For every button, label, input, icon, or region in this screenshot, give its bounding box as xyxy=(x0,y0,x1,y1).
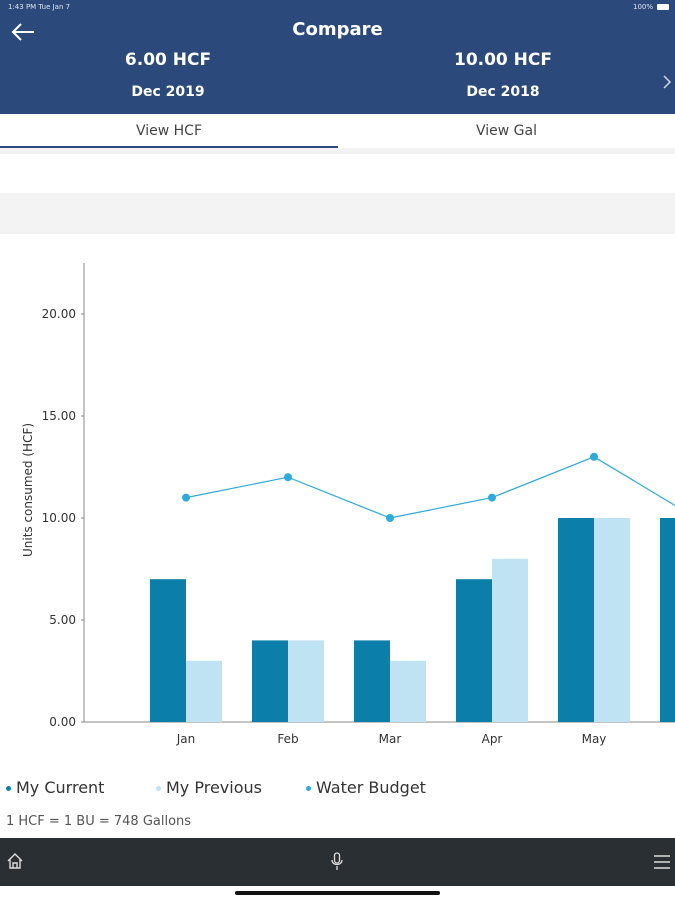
legend: My Current My Previous Water Budget xyxy=(6,778,675,800)
home-icon[interactable] xyxy=(6,852,24,870)
bar xyxy=(354,640,390,722)
y-tick-label: 0.00 xyxy=(49,715,76,729)
next-button[interactable] xyxy=(662,74,672,90)
bar xyxy=(492,558,528,722)
bar xyxy=(186,660,222,722)
legend-label: My Previous xyxy=(166,778,262,797)
x-tick-label: May xyxy=(582,732,607,746)
legend-label: My Current xyxy=(16,778,105,797)
line-point xyxy=(590,452,598,461)
bottom-nav xyxy=(0,838,675,886)
band xyxy=(0,193,675,234)
y-tick-label: 5.00 xyxy=(49,613,76,627)
legend-dot xyxy=(6,786,11,791)
y-tick-label: 10.00 xyxy=(42,511,76,525)
bar xyxy=(558,518,594,722)
period-date: Dec 2019 xyxy=(131,84,205,100)
bar xyxy=(288,640,324,722)
legend-item[interactable]: Water Budget xyxy=(306,778,426,797)
tab[interactable]: View HCF xyxy=(0,114,338,148)
line-point xyxy=(488,493,496,502)
period-amount: 6.00 HCF xyxy=(124,50,212,70)
period-amount: 10.00 HCF xyxy=(453,50,552,70)
y-axis-label: Units consumed (HCF) xyxy=(21,423,35,557)
x-tick-label: Mar xyxy=(379,732,402,746)
menu-icon[interactable] xyxy=(653,854,671,870)
title: Compare xyxy=(292,19,383,40)
x-tick-label: Jan xyxy=(176,732,196,746)
y-tick-label: 20.00 xyxy=(42,307,76,321)
bar xyxy=(456,579,492,722)
legend-item[interactable]: My Previous xyxy=(156,778,262,797)
legend-item[interactable]: My Current xyxy=(6,778,104,797)
chart: Units consumed (HCF) 0.00 5.00 10.00 15.00 2… xyxy=(21,263,675,746)
bar xyxy=(660,518,675,722)
status-battery: 100% xyxy=(632,3,653,11)
period-date: Dec 2018 xyxy=(466,84,540,100)
x-tick-label: Feb xyxy=(277,732,298,746)
line-point xyxy=(386,514,394,522)
line-point xyxy=(284,473,292,482)
back-button[interactable] xyxy=(10,22,36,42)
line xyxy=(185,456,675,519)
bar xyxy=(252,640,288,722)
home-indicator xyxy=(235,891,440,895)
battery-icon xyxy=(657,4,669,10)
status-time: 1:43 PM Tue Jan 7 xyxy=(8,3,71,11)
mic-icon[interactable] xyxy=(331,852,343,872)
legend-dot xyxy=(156,786,161,791)
bar xyxy=(390,660,426,722)
note: 1 HCF = 1 BU = 748 Gallons xyxy=(6,814,192,829)
legend-label: Water Budget xyxy=(316,778,426,797)
y-tick-label: 15.00 xyxy=(42,409,76,423)
header: 1:43 PM Tue Jan 7 100% Compare 6.00 HCF … xyxy=(0,0,675,114)
bar xyxy=(594,518,630,722)
bar xyxy=(150,579,186,722)
line-point xyxy=(182,493,190,502)
legend-dot xyxy=(306,786,311,791)
x-tick-label: Apr xyxy=(482,732,503,746)
divider xyxy=(0,148,675,154)
tab[interactable]: View Gal xyxy=(476,123,537,139)
